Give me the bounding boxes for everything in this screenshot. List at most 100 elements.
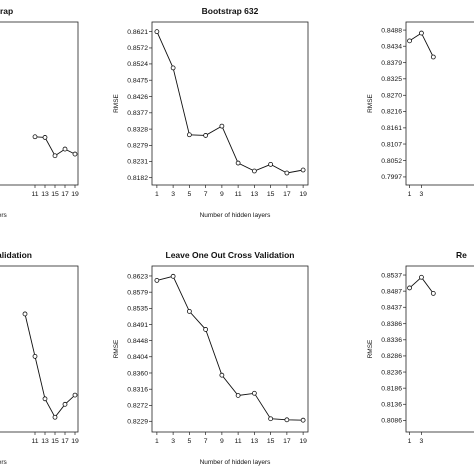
x-axis-label: Number of hidden layers [200, 459, 272, 466]
data-point [419, 274, 424, 280]
y-tick-label: 0.8316 [127, 387, 148, 394]
data-point [300, 167, 306, 173]
data-point [32, 134, 38, 140]
data-point [72, 151, 78, 157]
x-tick-label: 1 [155, 191, 159, 198]
y-axis-label: RMSE [367, 93, 374, 112]
data-point [186, 132, 192, 138]
y-tick-label: 0.8621 [127, 29, 148, 36]
x-tick-label: 17 [283, 191, 291, 198]
y-tick-label: 0.8572 [127, 45, 148, 52]
x-tick-label: 9 [220, 191, 224, 198]
data-point [170, 273, 176, 279]
y-tick-label: 0.8325 [381, 76, 402, 83]
x-tick-label: 17 [283, 438, 291, 445]
y-tick-label: 0.8236 [381, 369, 402, 376]
y-tick-label: 0.8379 [381, 60, 402, 67]
data-point [219, 123, 225, 129]
y-tick-label: 0.8404 [127, 354, 148, 361]
y-tick-label: 0.8136 [381, 402, 402, 409]
y-tick-label: 0.8623 [127, 273, 148, 280]
chart-title: ross Validation [0, 250, 32, 260]
x-tick-label: 17 [61, 438, 69, 445]
data-point [251, 168, 257, 174]
data-point [170, 65, 176, 71]
y-tick-label: 0.8475 [127, 78, 148, 85]
y-tick-label: 0.8107 [381, 141, 402, 148]
series-line [34, 136, 76, 157]
data-point [62, 401, 68, 407]
y-axis-label: RMSE [113, 339, 120, 358]
plot-frame [0, 21, 79, 186]
y-tick-label: 0.8386 [381, 321, 402, 328]
y-tick-label: 0.8426 [127, 94, 148, 101]
chart-title: Leave One Out Cross Validation [166, 250, 295, 260]
series-line [409, 276, 434, 294]
x-tick-label: 5 [187, 191, 191, 198]
x-tick-label: 11 [31, 438, 38, 445]
data-point [62, 146, 68, 152]
x-tick-label: 15 [51, 438, 59, 445]
x-axis-label: dden layers [0, 212, 8, 219]
x-tick-label: 5 [187, 438, 191, 445]
x-tick-label: 1 [155, 438, 159, 445]
x-tick-label: 3 [171, 191, 175, 198]
x-tick-label: 13 [41, 438, 49, 445]
x-tick-label: 19 [71, 438, 79, 445]
plot-frame [405, 265, 474, 433]
x-tick-label: 1 [408, 438, 412, 445]
y-tick-label: 0.8336 [381, 337, 402, 344]
series-line [24, 313, 76, 419]
chart-title: Re [456, 250, 467, 260]
x-tick-label: 9 [220, 438, 224, 445]
data-point [268, 416, 274, 422]
y-tick-label: 0.8052 [381, 158, 402, 165]
x-tick-label: 7 [204, 438, 208, 445]
data-point [219, 372, 225, 378]
data-point [186, 308, 192, 314]
y-tick-label: 0.8328 [127, 126, 148, 133]
x-tick-label: 15 [51, 191, 59, 198]
x-tick-label: 11 [235, 191, 242, 198]
y-tick-label: 0.8161 [381, 125, 402, 132]
y-tick-label: 0.8182 [127, 175, 148, 182]
y-tick-label: 0.8377 [127, 110, 148, 117]
y-tick-label: 0.8272 [127, 403, 148, 410]
x-tick-label: 11 [31, 191, 38, 198]
x-tick-label: 7 [204, 191, 208, 198]
x-tick-label: 1 [408, 191, 412, 198]
y-tick-label: 0.8535 [127, 306, 148, 313]
data-point [42, 135, 48, 140]
data-point [284, 170, 290, 176]
data-point [251, 390, 257, 396]
y-tick-label: 0.8448 [127, 338, 148, 345]
x-tick-label: 19 [299, 191, 307, 198]
y-axis-label: RMSE [367, 339, 374, 358]
x-tick-label: 13 [251, 191, 259, 198]
data-point [407, 285, 412, 291]
data-point [430, 290, 436, 296]
panel-6: Re 0.8537 0.8487 0.8437 0.8386 0.8336 0.8286 0.… [367, 250, 474, 445]
data-point [52, 414, 58, 420]
y-tick-label: 0.8437 [381, 305, 402, 312]
series-line [409, 32, 434, 58]
data-point [154, 277, 160, 283]
data-point [268, 161, 274, 167]
y-tick-label: 0.8360 [127, 370, 148, 377]
y-tick-label: 0.8579 [127, 289, 148, 296]
plot-frame [151, 265, 309, 433]
x-tick-label: 15 [267, 438, 275, 445]
y-tick-label: 0.8186 [381, 385, 402, 392]
x-tick-label: 3 [420, 438, 424, 445]
x-axis-label: dden layers [0, 459, 8, 466]
x-tick-label: 3 [420, 191, 424, 198]
series-line [156, 275, 304, 421]
x-axis-label: Number of hidden layers [200, 212, 272, 219]
y-axis-label: RMSE [113, 93, 120, 112]
x-tick-label: 3 [171, 438, 175, 445]
data-point [154, 29, 160, 35]
data-point [284, 417, 290, 423]
